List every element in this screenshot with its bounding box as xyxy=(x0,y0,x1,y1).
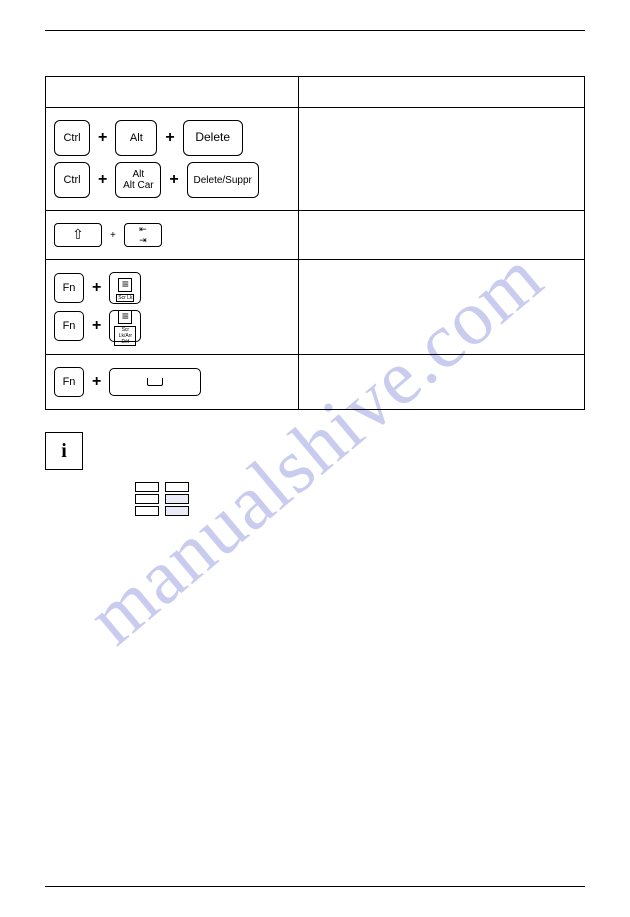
rect xyxy=(165,494,189,504)
alt-key: Alt xyxy=(115,120,157,156)
table-row: ⇧ + ⇤⇥ xyxy=(46,211,585,260)
shortcut-table: Ctrl + Alt + Delete Ctrl + Alt Alt Car +… xyxy=(45,76,585,410)
fn-key: Fn xyxy=(54,273,84,303)
plus-icon: + xyxy=(163,129,176,147)
altcar-bot: Alt Car xyxy=(123,180,154,191)
top-rule xyxy=(45,30,585,31)
combo-cell: ⇧ + ⇤⇥ xyxy=(46,211,299,260)
space-icon xyxy=(147,378,163,386)
delete-suppr-key: Delete/Suppr xyxy=(187,162,259,198)
combo-cell: Ctrl + Alt + Delete Ctrl + Alt Alt Car +… xyxy=(46,108,299,211)
plus-icon: + xyxy=(108,230,118,241)
alt-car-key: Alt Alt Car xyxy=(115,162,161,198)
key-combo: Fn + ≡ Scr Lk xyxy=(54,272,290,304)
rect xyxy=(135,506,159,516)
plus-icon: + xyxy=(167,171,180,189)
tab-key: ⇤⇥ xyxy=(124,223,162,247)
table-row: Fn + ≡ Scr Lk Fn + ≡ Scr Lk/Arr Déf xyxy=(46,260,585,355)
tab-arrows-icon: ⇤⇥ xyxy=(139,225,147,245)
combo-cell: Fn + xyxy=(46,355,299,410)
scroll-lock-key: ≡ Scr Lk xyxy=(109,272,141,304)
key-combo: Fn + xyxy=(54,367,290,397)
rect xyxy=(135,482,159,492)
header-cell-combo xyxy=(46,77,299,108)
table-row: Fn + xyxy=(46,355,585,410)
plus-icon: + xyxy=(96,129,109,147)
doc-icon: ≡ xyxy=(118,310,132,324)
scrlk-label: Scr Lk xyxy=(116,294,134,302)
table-row: Ctrl + Alt + Delete Ctrl + Alt Alt Car +… xyxy=(46,108,585,211)
header-cell-desc xyxy=(299,77,585,108)
desc-cell xyxy=(299,108,585,211)
scrlk-fr-label: Scr Lk/Arr Déf xyxy=(114,326,136,346)
altcar-top: Alt xyxy=(133,169,145,180)
scroll-lock-key: ≡ Scr Lk/Arr Déf xyxy=(109,310,141,342)
plus-icon: + xyxy=(90,317,103,335)
ctrl-key: Ctrl xyxy=(54,120,90,156)
delete-key: Delete xyxy=(183,120,243,156)
plus-icon: + xyxy=(90,373,103,391)
info-icon: i xyxy=(45,432,83,470)
key-combo: Fn + ≡ Scr Lk/Arr Déf xyxy=(54,310,290,342)
fn-key: Fn xyxy=(54,311,84,341)
desc-cell xyxy=(299,260,585,355)
doc-icon: ≡ xyxy=(118,278,132,292)
key-combo: ⇧ + ⇤⇥ xyxy=(54,223,290,247)
table-header-row xyxy=(46,77,585,108)
key-combo: Ctrl + Alt Alt Car + Delete/Suppr xyxy=(54,162,290,198)
plus-icon: + xyxy=(96,171,109,189)
combo-cell: Fn + ≡ Scr Lk Fn + ≡ Scr Lk/Arr Déf xyxy=(46,260,299,355)
desc-cell xyxy=(299,355,585,410)
rect xyxy=(135,494,159,504)
rect xyxy=(165,506,189,516)
key-combo: Ctrl + Alt + Delete xyxy=(54,120,290,156)
fn-key: Fn xyxy=(54,367,84,397)
rectangle-group xyxy=(135,482,189,516)
rect-column xyxy=(135,482,159,516)
plus-icon: + xyxy=(90,279,103,297)
rect-column xyxy=(165,482,189,516)
desc-cell xyxy=(299,211,585,260)
rect xyxy=(165,482,189,492)
space-key xyxy=(109,368,201,396)
page-container: Ctrl + Alt + Delete Ctrl + Alt Alt Car +… xyxy=(0,0,630,917)
bottom-rule xyxy=(45,886,585,887)
ctrl-key: Ctrl xyxy=(54,162,90,198)
shift-key: ⇧ xyxy=(54,223,102,247)
